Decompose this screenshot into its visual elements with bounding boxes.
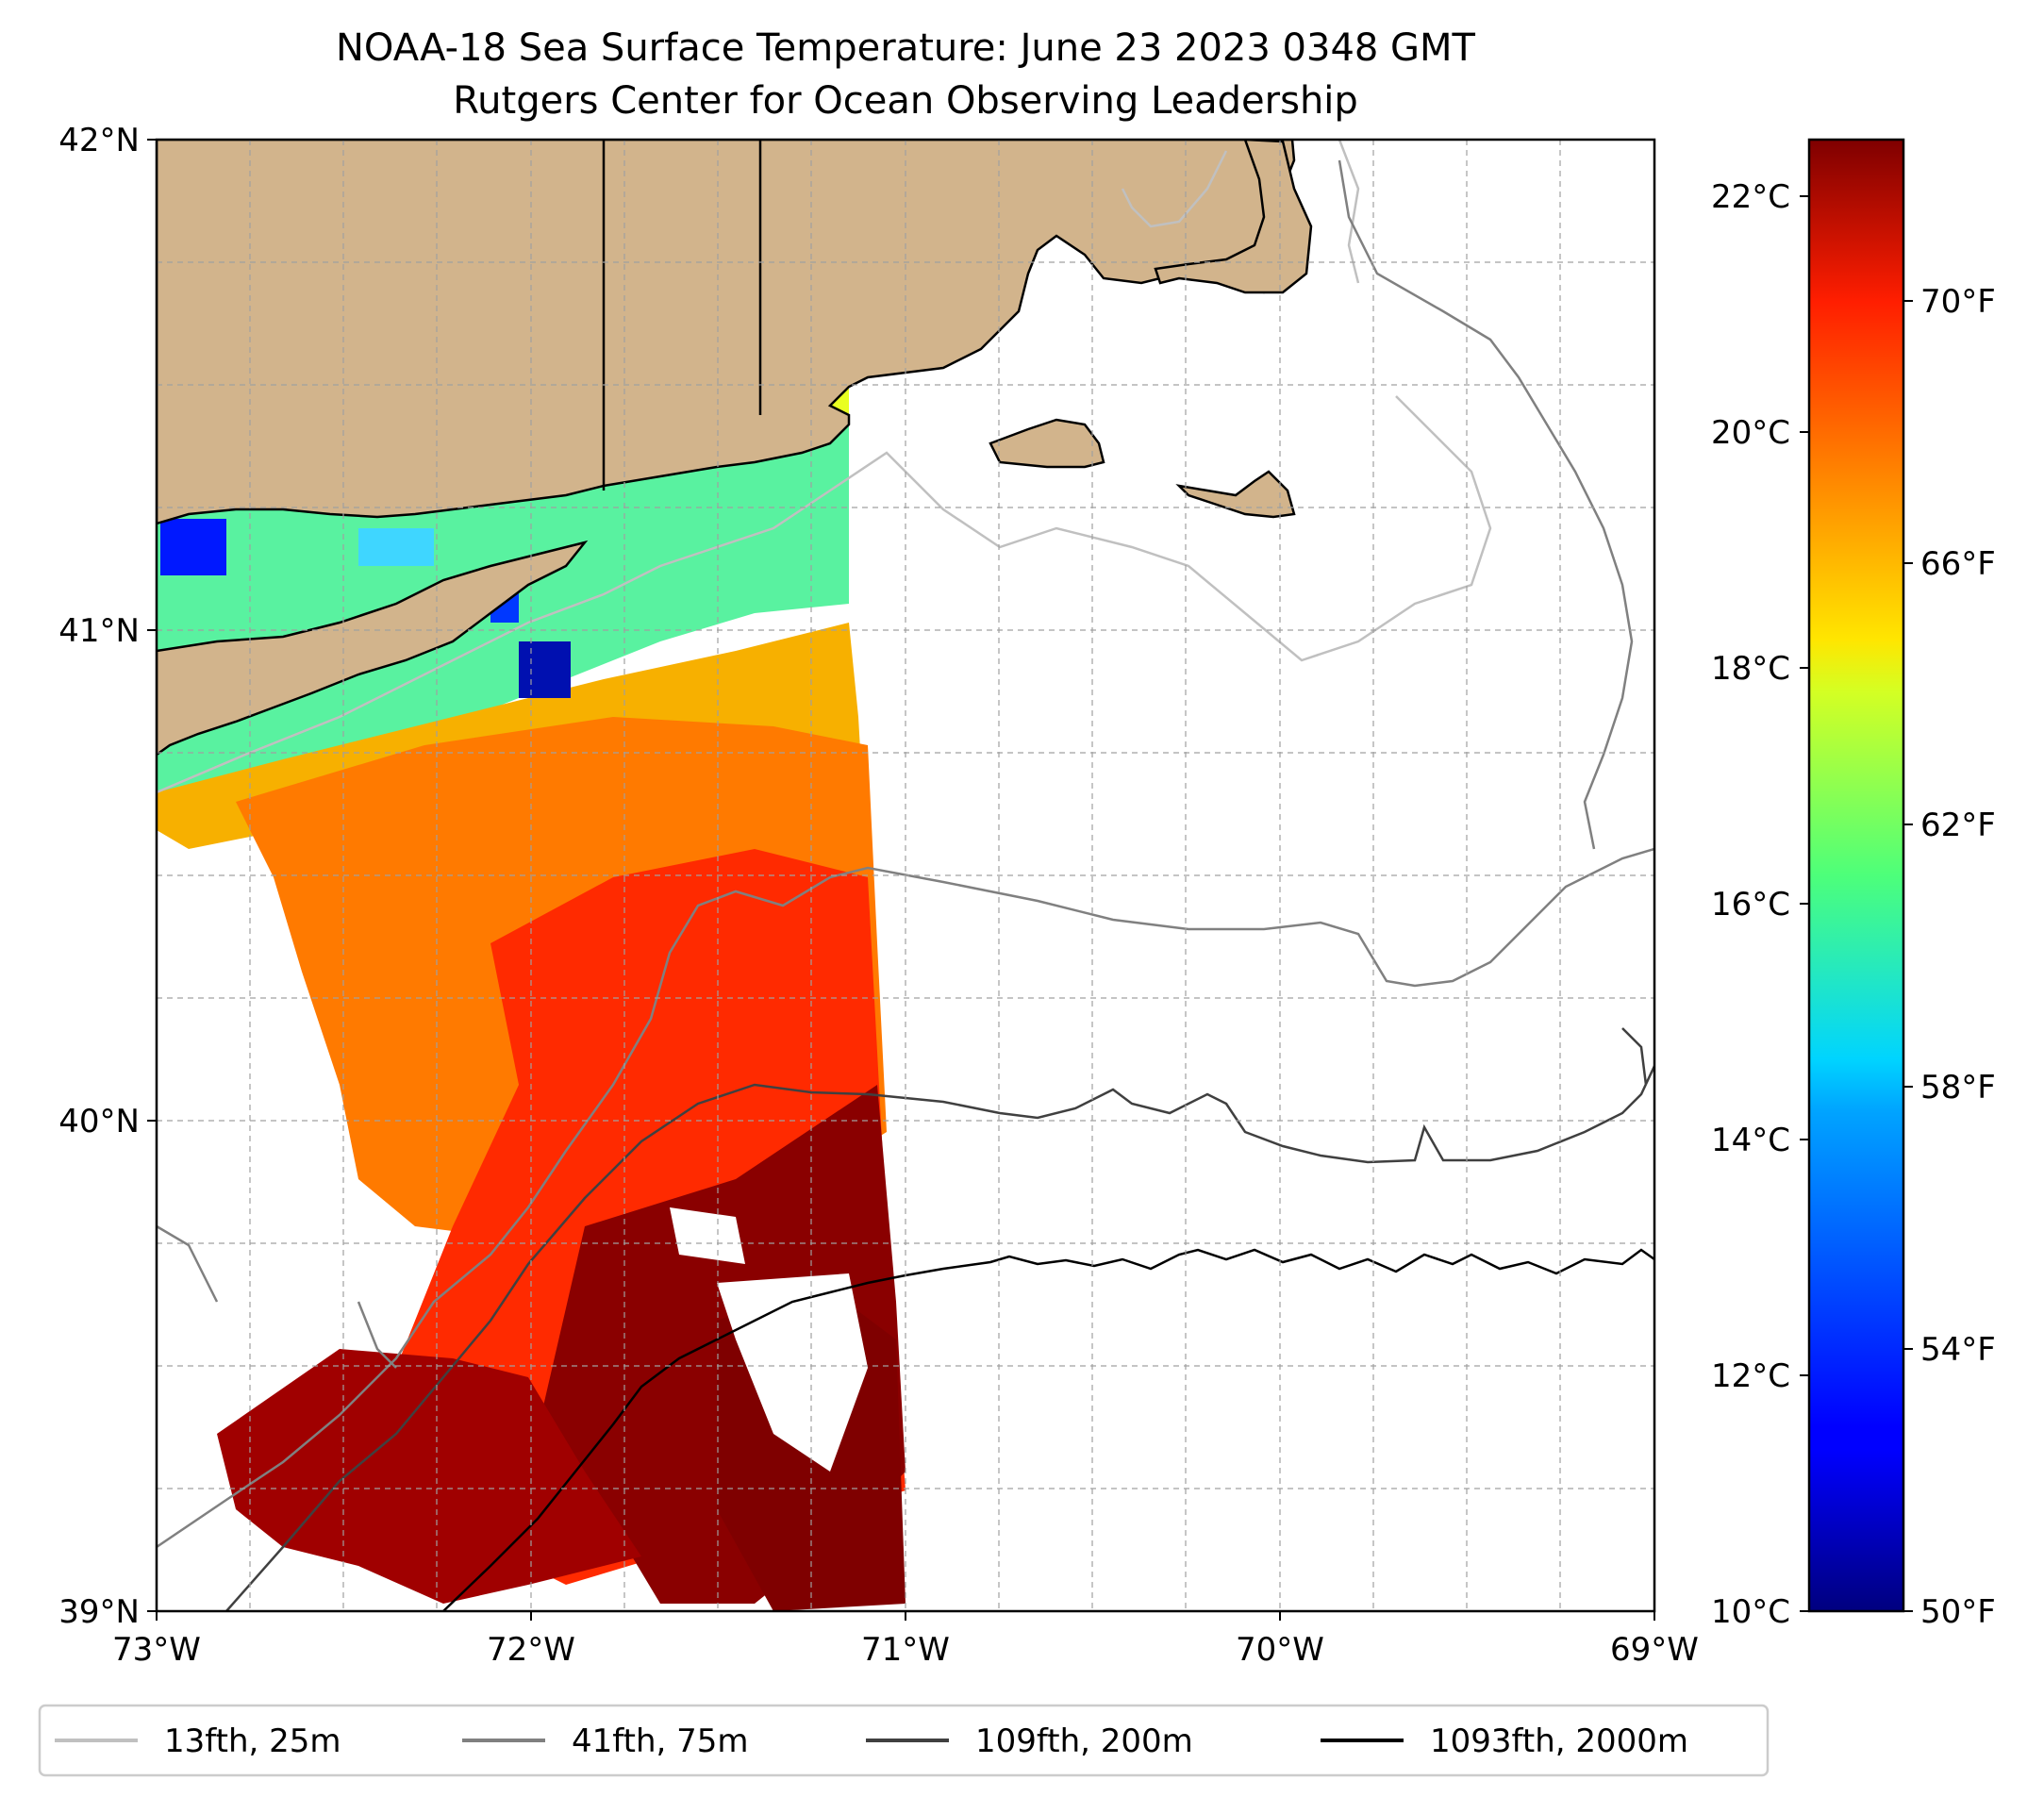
colorbar-tick-16c: 16°C: [1711, 886, 1790, 923]
colorbar-tick-10c: 10°C: [1711, 1593, 1790, 1631]
sst-southwest-red: [217, 1349, 641, 1604]
sst-blue-patch-2: [519, 641, 571, 698]
colorbar-celsius-ticks: [1800, 195, 1809, 1612]
sst-gap-2: [157, 1179, 358, 1396]
sst-gap-3: [670, 1207, 745, 1264]
lon-tick-69w: 69°W: [1610, 1631, 1699, 1669]
colorbar-tick-58f: 58°F: [1920, 1069, 1996, 1106]
lat-tick-40n: 40°N: [58, 1103, 140, 1140]
contour-75m: [157, 159, 1654, 1549]
lon-tick-70w: 70°W: [1236, 1631, 1324, 1669]
figure-title-line2: Rutgers Center for Ocean Observing Leade…: [453, 79, 1358, 123]
lat-tick-42n: 42°N: [58, 122, 140, 159]
contour-200m: [225, 1027, 1654, 1611]
legend-label-25m: 13fth, 25m: [164, 1722, 341, 1760]
legend-label-200m: 109fth, 200m: [975, 1722, 1193, 1760]
contour-25m: [157, 140, 1492, 794]
gridlines: [157, 140, 1654, 1611]
colorbar-tick-70f: 70°F: [1920, 283, 1996, 321]
lon-tick-73w: 73°W: [112, 1631, 201, 1669]
state-borders: [602, 140, 762, 491]
colorbar-fahrenheit-ticks: [1903, 300, 1913, 1612]
lon-tick-71w: 71°W: [861, 1631, 950, 1669]
land-marthas-vineyard: [989, 418, 1105, 469]
colorbar-tick-62f: 62°F: [1920, 807, 1996, 844]
colorbar-tick-50f: 50°F: [1920, 1593, 1996, 1631]
colorbar-tick-66f: 66°F: [1920, 545, 1996, 583]
contour-2000m: [442, 1248, 1654, 1611]
land-nantucket: [1175, 470, 1296, 519]
land-masses: [157, 140, 1313, 757]
colorbar-tick-18c: 18°C: [1711, 650, 1790, 688]
colorbar-tick-22c: 22°C: [1711, 178, 1790, 216]
map-plot-area: [157, 140, 1654, 1611]
lon-axis: [156, 1611, 1655, 1621]
lon-tick-72w: 72°W: [487, 1631, 575, 1669]
lat-tick-39n: 39°N: [58, 1593, 140, 1631]
sst-cyan-patch: [358, 528, 434, 566]
land-long-island: [157, 540, 589, 757]
lat-axis: [147, 139, 157, 1612]
bathymetry-contours: [157, 140, 1654, 1611]
colorbar-tick-54f: 54°F: [1920, 1331, 1996, 1369]
colorbar: [1807, 138, 1905, 1613]
colorbar-tick-14c: 14°C: [1711, 1122, 1790, 1159]
sst-blue-patch-1: [160, 519, 226, 575]
sst-gap-1: [157, 849, 311, 1189]
lat-tick-41n: 41°N: [58, 612, 140, 650]
land-cape-cod: [1154, 140, 1313, 294]
legend-label-75m: 41fth, 75m: [572, 1722, 749, 1760]
colorbar-tick-12c: 12°C: [1711, 1357, 1790, 1395]
legend: 13fth, 25m 41fth, 75m 109fth, 200m 1093f…: [38, 1704, 1770, 1777]
colorbar-tick-20c: 20°C: [1711, 414, 1790, 452]
legend-label-2000m: 1093fth, 2000m: [1430, 1722, 1688, 1760]
figure-title-line1: NOAA-18 Sea Surface Temperature: June 23…: [336, 26, 1476, 70]
sst-gap-4: [717, 1273, 868, 1472]
